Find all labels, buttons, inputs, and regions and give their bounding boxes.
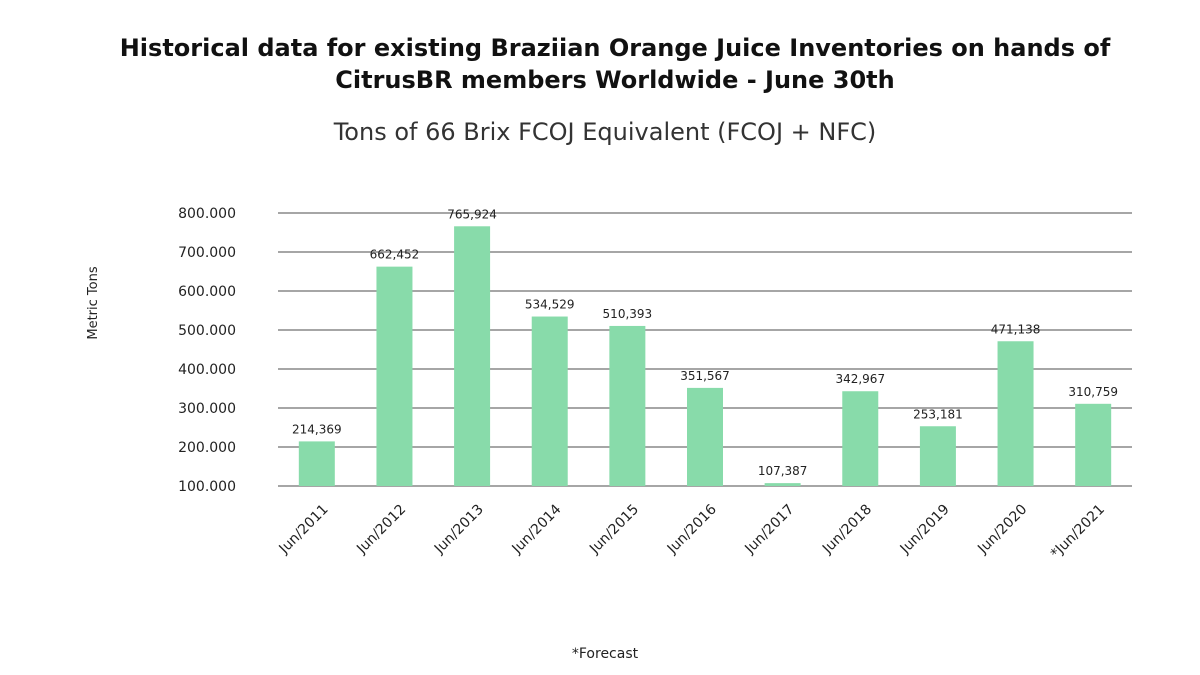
bar: [376, 266, 413, 486]
bar: [298, 441, 335, 486]
bar: [842, 391, 879, 486]
value-label: 107,387: [758, 464, 808, 478]
bar: [997, 341, 1034, 486]
bar: [1075, 403, 1112, 486]
x-tick-label: Jun/2020: [974, 502, 1030, 558]
x-tick-label: Jun/2013: [431, 502, 487, 558]
bar: [454, 226, 491, 486]
bar: [531, 316, 568, 486]
bar: [919, 426, 956, 486]
y-tick-label: 600.000: [178, 284, 236, 300]
x-tick-label: Jun/2018: [819, 502, 875, 558]
value-label: 342,967: [835, 372, 885, 386]
x-tick-label: Jun/2019: [897, 502, 953, 558]
chart-subtitle: Tons of 66 Brix FCOJ Equivalent (FCOJ + …: [333, 118, 877, 146]
value-label: 510,393: [603, 307, 653, 321]
value-label: 253,181: [913, 407, 963, 421]
y-tick-label: 200.000: [178, 440, 236, 456]
value-label: 351,567: [680, 369, 730, 383]
bar: [687, 387, 723, 486]
y-tick-label: 400.000: [178, 362, 236, 378]
value-label: 471,138: [991, 322, 1041, 336]
y-tick-label: 800.000: [178, 206, 236, 222]
y-tick-label: 700.000: [178, 245, 236, 261]
x-tick-label: *Jun/2021: [1048, 502, 1108, 562]
x-tick-label: Jun/2015: [586, 502, 642, 558]
value-label: 534,529: [525, 298, 575, 312]
x-tick-label: Jun/2016: [664, 501, 720, 557]
note: *Forecast: [572, 646, 639, 662]
value-label: 765,924: [447, 207, 497, 221]
value-label: 214,369: [292, 422, 342, 436]
y-tick-label: 500.000: [178, 323, 236, 339]
x-tick-label: Jun/2014: [509, 501, 565, 557]
y-tick-label: 300.000: [178, 401, 236, 417]
y-axis-label: Metric Tons: [86, 266, 101, 339]
y-tick-label: 100.000: [178, 479, 236, 495]
x-tick-label: Jun/2012: [353, 502, 409, 558]
value-label: 310,759: [1068, 385, 1118, 399]
bar: [764, 483, 801, 486]
chart-title: Historical data for existing Braziian Or…: [119, 34, 1111, 94]
value-label: 662,452: [370, 248, 420, 262]
x-tick-label: Jun/2011: [276, 502, 332, 558]
bar: [609, 325, 646, 486]
x-tick-label: Jun/2017: [741, 502, 797, 558]
